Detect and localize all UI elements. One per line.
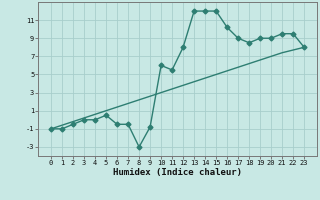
X-axis label: Humidex (Indice chaleur): Humidex (Indice chaleur) <box>113 168 242 177</box>
